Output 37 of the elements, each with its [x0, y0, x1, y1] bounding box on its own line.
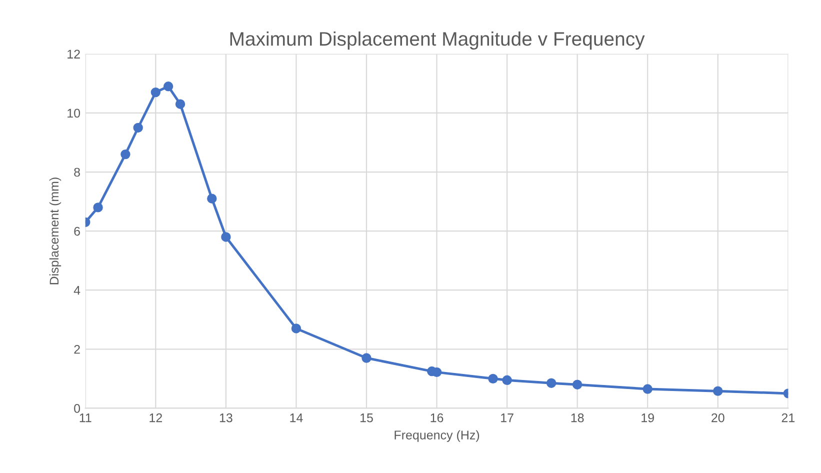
x-tick-label: 21: [782, 413, 795, 422]
point: [93, 202, 103, 212]
point: [133, 122, 143, 133]
y-tick-label: 10: [68, 108, 80, 118]
y-axis-title: Displacement (mm): [49, 178, 62, 284]
x-tick-label: 20: [712, 413, 724, 422]
y-tick-label: 2: [74, 344, 80, 354]
x-tick-label: 11: [80, 414, 92, 422]
point: [150, 87, 161, 98]
y-tick-label: 4: [74, 286, 80, 295]
y-tick-label: 8: [74, 168, 80, 177]
point: [207, 194, 217, 204]
point: [175, 99, 186, 109]
point: [221, 232, 231, 242]
x-tick-label: 16: [430, 413, 444, 422]
y-tick-label: 0: [74, 404, 80, 413]
x-tick-label: 19: [642, 413, 654, 422]
x-tick-label: 18: [571, 413, 584, 422]
x-tick-label: 13: [220, 413, 232, 422]
point: [120, 149, 130, 160]
point: [291, 324, 302, 334]
point: [713, 386, 723, 396]
point: [362, 353, 372, 363]
point: [642, 384, 652, 394]
x-tick-label: 15: [360, 414, 373, 422]
point: [572, 380, 582, 390]
x-tick-label: 14: [290, 414, 303, 422]
chart-title: Maximum Displacement Magnitude v Frequency: [230, 32, 645, 50]
x-tick-label: 17: [501, 414, 514, 422]
x-tick-label: 12: [150, 413, 162, 422]
point: [163, 82, 174, 92]
y-tick-label: 6: [74, 226, 80, 236]
point: [488, 374, 498, 384]
y-tick-label: 12: [68, 50, 80, 58]
point: [546, 378, 556, 388]
x-axis-title: Frequency (Hz): [394, 430, 480, 442]
point: [502, 375, 512, 386]
